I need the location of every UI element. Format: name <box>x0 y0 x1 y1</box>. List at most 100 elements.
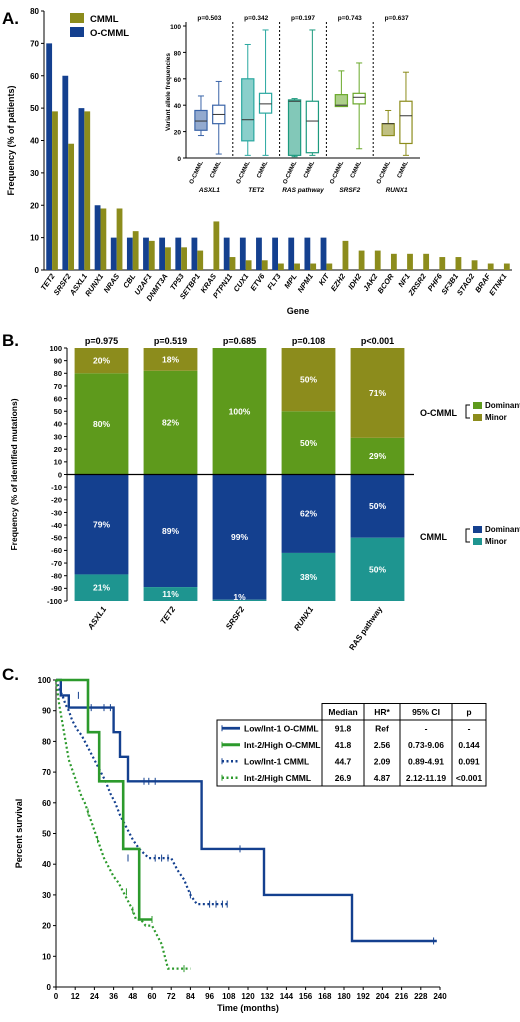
bar-label: 62% <box>300 509 317 519</box>
y-tick-label: 80 <box>54 369 62 378</box>
bar-label: 82% <box>162 418 179 428</box>
y-tick-label: 100 <box>38 676 52 685</box>
bar-cmml <box>181 247 187 270</box>
bar-cmml <box>278 263 284 270</box>
table-cell: 2.56 <box>374 740 391 750</box>
x-tick-label: NPM1 <box>296 272 315 294</box>
bar-label: 21% <box>93 583 110 593</box>
legend-group-label: O-CMML <box>420 408 457 418</box>
x-tick-label: BCOR <box>376 272 396 296</box>
bar-ocmml <box>78 108 85 270</box>
inset-x-label: CMML <box>397 160 410 179</box>
legend-swatch <box>473 414 482 421</box>
bar-cmml <box>471 260 478 270</box>
inset-x-label: CMML <box>210 160 223 179</box>
x-tick-label: 24 <box>90 992 99 1001</box>
inset-y-tick-label: 20 <box>174 130 182 137</box>
inset-p-value: p=0.197 <box>291 15 315 22</box>
legend-swatch <box>473 526 482 533</box>
inset-p-value: p=0.743 <box>338 15 362 22</box>
y-tick-label: 80 <box>30 7 39 16</box>
bar-cmml-minor <box>74 574 129 601</box>
bar-label: 80% <box>93 419 110 429</box>
x-tick-label: NRAS <box>102 272 122 295</box>
x-tick-label: 0 <box>54 992 59 1001</box>
legend-swatch <box>70 27 84 37</box>
bar-ocmml-dominant <box>74 373 129 475</box>
x-tick-label: EZH2 <box>329 271 348 293</box>
bar-cmml <box>294 263 300 270</box>
inset-y-tick-label: 0 <box>177 156 181 163</box>
y-tick-label: 20 <box>30 201 39 210</box>
bar-cmml <box>487 263 494 270</box>
panel-label-a: A. <box>2 9 19 28</box>
legend-series-name: Int-2/High CMML <box>244 773 311 783</box>
legend-swatch <box>70 13 84 23</box>
bar-cmml-dominant <box>143 474 198 588</box>
y-tick-label: 60 <box>42 799 51 808</box>
bar-cmml-dominant <box>74 474 129 575</box>
y-tick-label: 30 <box>54 432 62 441</box>
panel-label-b: B. <box>2 331 19 350</box>
inset-x-label: O-CMML <box>236 160 252 185</box>
x-tick-label: 192 <box>357 992 371 1001</box>
inset-x-label: CMML <box>303 160 316 179</box>
legend-label: O-CMML <box>90 28 129 39</box>
bar-label: 11% <box>162 589 179 599</box>
p-value: p=0.108 <box>292 336 325 346</box>
y-tick-label: 0 <box>47 983 52 992</box>
inset-p-value: p=0.637 <box>385 15 409 22</box>
x-tick-label: ASXL1 <box>85 605 108 633</box>
y-tick-label: 40 <box>42 860 51 869</box>
bar-ocmml-dominant <box>143 370 198 475</box>
y-tick-label: -90 <box>51 584 62 593</box>
x-tick-label: RUNX1 <box>292 605 315 633</box>
bar-ocmml <box>256 237 262 270</box>
bar-cmml <box>503 263 510 270</box>
legend-bracket <box>465 404 470 419</box>
x-tick-label: KIT <box>317 271 332 287</box>
x-tick-label: CUX1 <box>232 272 251 294</box>
y-tick-label: 10 <box>30 234 39 243</box>
x-tick-label: TET2 <box>159 605 178 627</box>
inset-y-tick-label: 40 <box>174 103 182 110</box>
bar-label: 20% <box>93 356 110 366</box>
y-tick-label: 60 <box>30 72 39 81</box>
y-tick-label: 10 <box>54 458 62 467</box>
x-tick-label: ZRSR2 <box>406 271 429 298</box>
inset-x-label: O-CMML <box>329 160 345 185</box>
y-tick-label: 0 <box>35 266 40 275</box>
bar-cmml <box>116 208 123 270</box>
inset-x-label: O-CMML <box>283 160 299 185</box>
table-cell: Ref <box>375 724 389 734</box>
p-value: p=0.519 <box>154 336 187 346</box>
table-cell: 0.091 <box>458 757 480 767</box>
inset-p-value: p=0.342 <box>244 15 268 22</box>
km-curve-low-int1-ocmml <box>56 678 437 943</box>
bar-ocmml <box>175 237 182 270</box>
bar-cmml <box>229 257 236 270</box>
y-tick-label: -50 <box>51 534 62 543</box>
bar-cmml <box>342 240 349 270</box>
legend-label: CMML <box>90 14 119 25</box>
inset-y-axis-title: Variant allele frequencies <box>165 53 172 131</box>
inset-y-tick-label: 80 <box>174 50 182 57</box>
bar-label: 1% <box>233 592 246 602</box>
y-tick-label: -30 <box>51 508 62 517</box>
y-tick-label: 40 <box>30 137 39 146</box>
bar-ocmml <box>239 237 246 270</box>
bar-cmml <box>84 111 91 270</box>
table-cell: 4.87 <box>374 773 391 783</box>
y-tick-label: 50 <box>54 407 62 416</box>
box-cmml <box>305 100 320 154</box>
bar-ocmml-minor <box>281 348 336 412</box>
bar-label: 71% <box>369 388 386 398</box>
x-tick-label: 156 <box>299 992 313 1001</box>
x-tick-label: 120 <box>241 992 255 1001</box>
table-cell: 44.7 <box>335 757 352 767</box>
bar-cmml <box>455 257 462 270</box>
bar-label: 38% <box>300 572 317 582</box>
y-tick-label: -40 <box>51 521 62 530</box>
legend-swatch <box>473 538 482 545</box>
